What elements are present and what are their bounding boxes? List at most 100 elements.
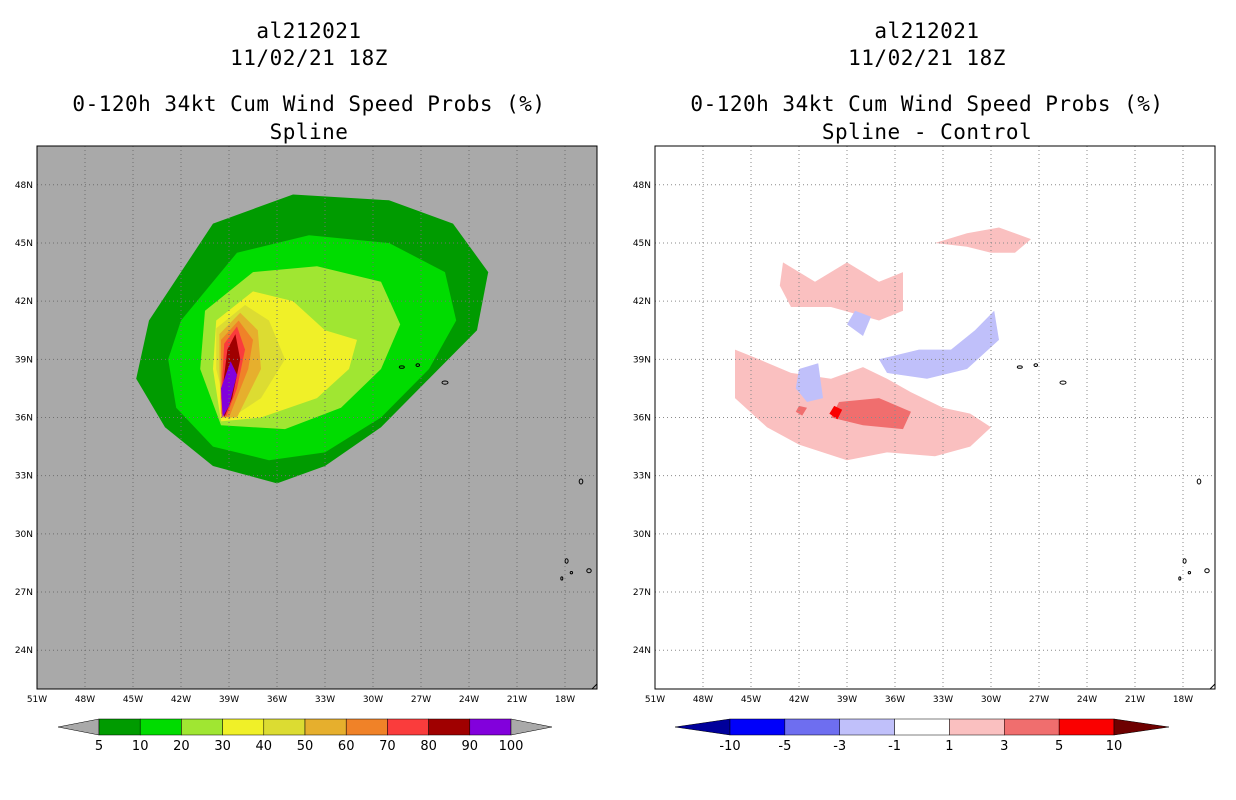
canary-island — [564, 558, 569, 564]
colorbar-swatch — [263, 718, 306, 736]
colorbar-label: 90 — [462, 739, 479, 754]
y-tick-label: 27N — [15, 588, 33, 598]
colorbar-upper-triangle — [1113, 718, 1170, 736]
canary-island — [569, 570, 574, 575]
y-tick-label: 42N — [15, 297, 33, 307]
colorbar-label: 70 — [379, 739, 396, 754]
diff-region-pos — [779, 262, 903, 321]
x-tick-label: 21W — [1125, 695, 1145, 705]
y-tick-label: 39N — [15, 355, 33, 365]
colorbar-swatch — [894, 718, 950, 736]
colorbar-swatch — [839, 718, 895, 736]
colorbar-label: 40 — [256, 739, 273, 754]
canary-island — [1187, 570, 1192, 575]
x-tick-label: 27W — [411, 695, 431, 705]
diff-region-neg — [847, 310, 871, 336]
left-title-datetime: 11/02/21 18Z — [230, 46, 388, 70]
colorbar-label: -1 — [888, 739, 901, 754]
difference-map: 51W 48W 45W 42W 39W 36W 33W 30W 27W 24W 21W 18W 24N 2… — [633, 145, 1216, 754]
x-tick-label: 45W — [741, 695, 761, 705]
colorbar-lower-triangle — [57, 718, 100, 736]
diff-region-neg — [795, 363, 823, 402]
y-tick-label: 39N — [633, 355, 651, 365]
colorbar-swatch — [345, 718, 388, 736]
colorbar-label: 10 — [132, 739, 149, 754]
colorbar-label: 80 — [420, 739, 437, 754]
coastline — [591, 683, 598, 690]
colorbar-swatch — [949, 718, 1005, 736]
colorbar-label: 5 — [1055, 739, 1063, 754]
canary-island — [1182, 558, 1187, 564]
colorbar-swatch — [1058, 718, 1115, 736]
madeira-island — [1196, 478, 1202, 485]
right-title-product: 0-120h 34kt Cum Wind Speed Probs (%) — [690, 92, 1164, 116]
y-tick-label: 48N — [15, 181, 33, 191]
azores-island — [1016, 365, 1023, 369]
x-tick-label: 36W — [885, 695, 905, 705]
azores-island — [1033, 363, 1039, 368]
colorbar-swatch — [304, 718, 347, 736]
colorbar-label: 50 — [297, 739, 314, 754]
y-tick-label: 30N — [15, 530, 33, 540]
canary-island — [560, 576, 564, 581]
y-tick-label: 36N — [15, 414, 33, 424]
map-frame — [654, 145, 1216, 690]
y-tick-label: 42N — [633, 297, 651, 307]
left-title-product: 0-120h 34kt Cum Wind Speed Probs (%) — [72, 92, 546, 116]
map-frame — [36, 145, 598, 690]
x-tick-label: 18W — [1173, 695, 1193, 705]
right-panel: al212021 11/02/21 18Z 0-120h 34kt Cum Wi… — [618, 0, 1236, 800]
y-tick-label: 24N — [15, 646, 33, 656]
colorbar-swatch — [428, 718, 471, 736]
x-tick-label: 33W — [315, 695, 335, 705]
azores-island — [1059, 380, 1067, 385]
colorbar-swatch — [139, 718, 182, 736]
x-tick-label: 51W — [645, 695, 665, 705]
x-tick-label: 24W — [459, 695, 479, 705]
colorbar-label: 30 — [214, 739, 231, 754]
colorbar-swatch — [387, 718, 429, 736]
x-tick-label: 42W — [171, 695, 191, 705]
colorbar-label: -3 — [833, 739, 846, 754]
x-tick-label: 45W — [123, 695, 143, 705]
x-tick-label: 39W — [837, 695, 857, 705]
y-tick-label: 24N — [633, 646, 651, 656]
colorbar-upper-triangle — [510, 718, 553, 736]
right-title-method: Spline - Control — [821, 120, 1033, 144]
x-tick-label: 21W — [507, 695, 527, 705]
diff-region-pos — [795, 405, 807, 416]
y-tick-label: 33N — [633, 472, 651, 482]
diff-region-neg — [879, 310, 999, 379]
x-tick-label: 39W — [219, 695, 239, 705]
canary-island — [586, 568, 592, 574]
y-tick-label: 27N — [633, 588, 651, 598]
x-tick-label: 24W — [1077, 695, 1097, 705]
canary-island — [1204, 568, 1210, 574]
colorbar-swatch — [469, 718, 512, 736]
x-tick-label: 36W — [267, 695, 287, 705]
colorbar-label: 20 — [173, 739, 190, 754]
colorbar-label: 10 — [1106, 739, 1123, 754]
right-title-datetime: 11/02/21 18Z — [848, 46, 1006, 70]
probability-map: 51W 48W 45W 42W 39W 36W 33W 30W 27W 24W 21W 18W 24N 2… — [15, 145, 598, 754]
x-tick-label: 42W — [789, 695, 809, 705]
x-tick-label: 30W — [363, 695, 383, 705]
colorbar-swatch — [222, 718, 265, 736]
colorbar-label: 5 — [95, 739, 103, 754]
x-tick-label: 51W — [27, 695, 47, 705]
colorbar-swatch — [729, 718, 786, 736]
colorbar-label: -10 — [719, 739, 740, 754]
prob-contour-90 — [221, 361, 237, 418]
left-title-method: Spline — [269, 120, 349, 144]
x-tick-label: 48W — [75, 695, 95, 705]
y-tick-label: 48N — [633, 181, 651, 191]
coastline — [1209, 683, 1216, 690]
colorbar-label: 3 — [1000, 739, 1008, 754]
colorbar-label: 100 — [499, 739, 524, 754]
canary-island — [1178, 576, 1182, 581]
diff-region-pos — [829, 405, 843, 420]
y-tick-label: 45N — [633, 239, 651, 249]
colorbar-label: -5 — [778, 739, 791, 754]
colorbar-swatch — [98, 718, 141, 736]
right-title-storm-id: al212021 — [874, 19, 980, 43]
